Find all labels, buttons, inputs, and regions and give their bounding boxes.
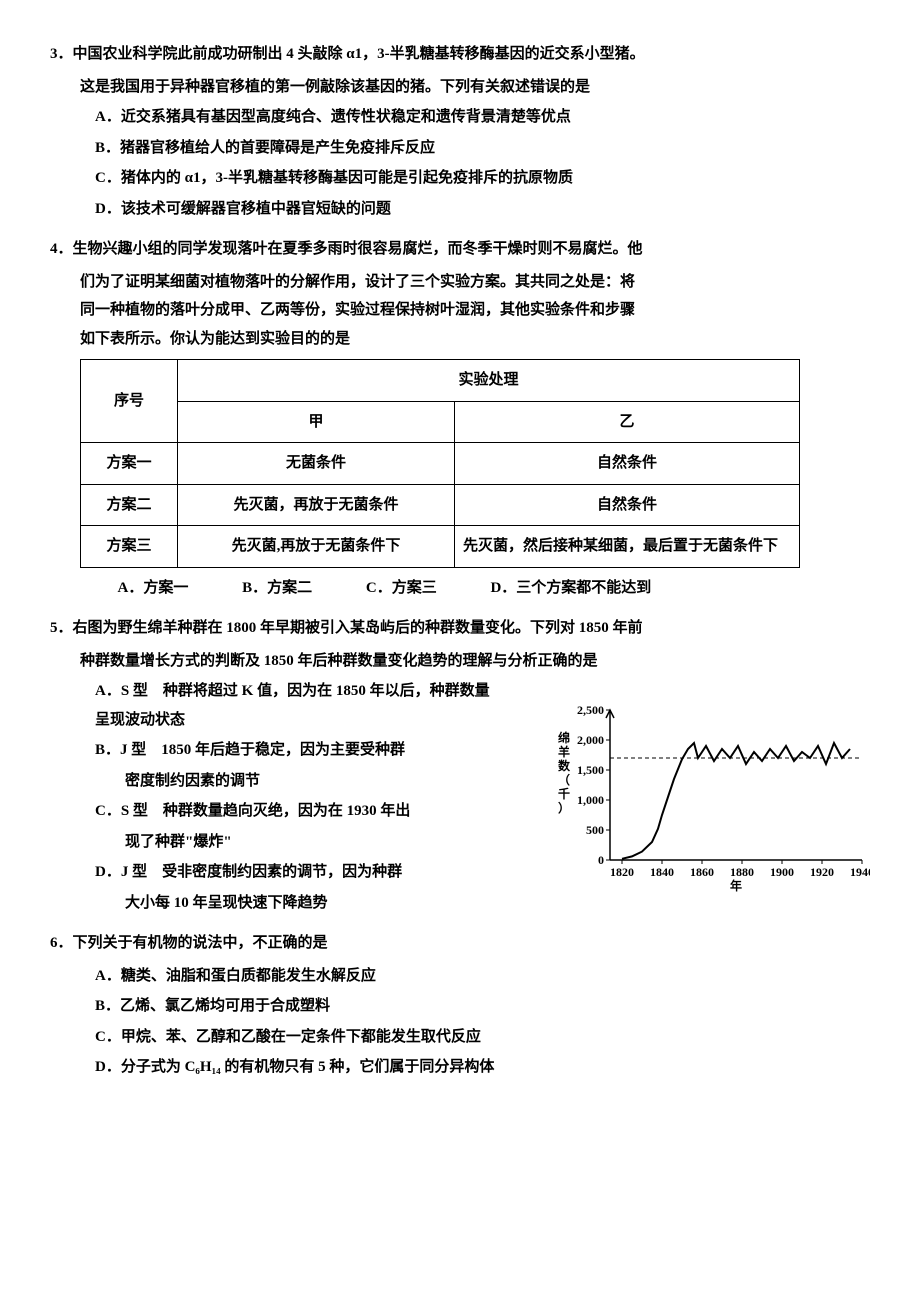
q5-option-d-line1: D．J 型 受非密度制约因素的调节，因为种群: [50, 858, 490, 887]
svg-text:绵: 绵: [558, 730, 570, 745]
r2-yi: 自然条件: [455, 484, 800, 526]
svg-text:年: 年: [730, 878, 742, 892]
q5-options-block: A．S 型 种群将超过 K 值，因为在 1850 年以后，种群数量呈现波动状态 …: [50, 677, 490, 917]
svg-text:1820: 1820: [610, 865, 634, 879]
svg-text:1840: 1840: [650, 865, 674, 879]
q5-stem-text: 右图为野生绵羊种群在 1800 年早期被引入某岛屿后的种群数量变化。下列对 18…: [73, 620, 643, 636]
th-treatment: 实验处理: [178, 360, 800, 402]
svg-text:0: 0: [598, 853, 604, 867]
table-row-1: 方案一 无菌条件 自然条件: [81, 443, 800, 485]
q5-stem: 5．右图为野生绵羊种群在 1800 年早期被引入某岛屿后的种群数量变化。下列对 …: [50, 614, 870, 643]
th-seq: 序号: [81, 360, 178, 443]
question-4: 4．生物兴趣小组的同学发现落叶在夏季多雨时很容易腐烂，而冬季干燥时则不易腐烂。他…: [50, 235, 870, 602]
q3-stem: 3．中国农业科学院此前成功研制出 4 头敲除 α1，3-半乳糖基转移酶基因的近交…: [50, 40, 870, 69]
q3-option-a: A．近交系猪具有基因型高度纯合、遗传性状稳定和遗传背景清楚等优点: [50, 103, 870, 132]
q4-option-b: B．方案二: [242, 574, 312, 603]
q4-option-c: C．方案三: [366, 574, 437, 603]
q3-body: 这是我国用于异种器官移植的第一例敲除该基因的猪。下列有关叙述错误的是: [50, 73, 870, 102]
q3-option-d: D．该技术可缓解器官移植中器官短缺的问题: [50, 195, 870, 224]
question-6: 6．下列关于有机物的说法中，不正确的是 A．糖类、油脂和蛋白质都能发生水解反应 …: [50, 929, 870, 1082]
svg-text:1860: 1860: [690, 865, 714, 879]
q5-number: 5．: [50, 620, 73, 636]
q4-stem: 4．生物兴趣小组的同学发现落叶在夏季多雨时很容易腐烂，而冬季干燥时则不易腐烂。他: [50, 235, 870, 264]
svg-text:2,000: 2,000: [577, 733, 604, 747]
q6-option-a: A．糖类、油脂和蛋白质都能发生水解反应: [50, 962, 870, 991]
svg-text:1900: 1900: [770, 865, 794, 879]
table-header-row-1: 序号 实验处理: [81, 360, 800, 402]
table-row-3: 方案三 先灭菌,再放于无菌条件下 先灭菌，然后接种某细菌，最后置于无菌条件下: [81, 526, 800, 568]
q6-stem: 6．下列关于有机物的说法中，不正确的是: [50, 929, 870, 958]
q5-option-b-line2: 密度制约因素的调节: [50, 767, 490, 796]
r1-seq: 方案一: [81, 443, 178, 485]
r2-seq: 方案二: [81, 484, 178, 526]
r3-yi: 先灭菌，然后接种某细菌，最后置于无菌条件下: [455, 526, 800, 568]
svg-text:1,000: 1,000: [577, 793, 604, 807]
svg-text:）: ）: [558, 800, 570, 815]
q4-number: 4．: [50, 241, 73, 257]
svg-text:1940: 1940: [850, 865, 870, 879]
svg-text:1920: 1920: [810, 865, 834, 879]
chart-svg: 0 500 1,000 1,500 2,000 2,500 1820 1840 1860 1880…: [550, 702, 870, 892]
svg-text:（: （: [558, 772, 570, 787]
q6-option-c: C．甲烷、苯、乙醇和乙酸在一定条件下都能发生取代反应: [50, 1023, 870, 1052]
q4-options: A．方案一 B．方案二 C．方案三 D．三个方案都不能达到: [50, 574, 870, 603]
th-yi: 乙: [455, 401, 800, 443]
q6-option-b: B．乙烯、氯乙烯均可用于合成塑料: [50, 992, 870, 1021]
svg-text:2,500: 2,500: [577, 703, 604, 717]
q5-option-a: A．S 型 种群将超过 K 值，因为在 1850 年以后，种群数量呈现波动状态: [50, 677, 490, 734]
q4-body1: 们为了证明某细菌对植物落叶的分解作用，设计了三个实验方案。其共同之处是：将: [50, 268, 870, 297]
svg-text:数: 数: [558, 758, 571, 773]
svg-text:1,500: 1,500: [577, 763, 604, 777]
q4-option-a: A．方案一: [118, 574, 189, 603]
population-chart: 0 500 1,000 1,500 2,000 2,500 1820 1840 1860 1880…: [550, 702, 870, 892]
q6-stem-text: 下列关于有机物的说法中，不正确的是: [73, 935, 328, 951]
r3-seq: 方案三: [81, 526, 178, 568]
q4-body3: 如下表所示。你认为能达到实验目的的是: [50, 325, 870, 354]
question-5: 5．右图为野生绵羊种群在 1800 年早期被引入某岛屿后的种群数量变化。下列对 …: [50, 614, 870, 917]
svg-text:1880: 1880: [730, 865, 754, 879]
q5-option-b-line1: B．J 型 1850 年后趋于稳定，因为主要受种群: [50, 736, 490, 765]
r3-jia: 先灭菌,再放于无菌条件下: [178, 526, 455, 568]
svg-text:羊: 羊: [558, 744, 570, 759]
q5-option-c-line2: 现了种群"爆炸": [50, 828, 490, 857]
q4-body2: 同一种植物的落叶分成甲、乙两等份，实验过程保持树叶湿润，其他实验条件和步骤: [50, 296, 870, 325]
q3-stem-text: 中国农业科学院此前成功研制出 4 头敲除 α1，3-半乳糖基转移酶基因的近交系小…: [73, 46, 645, 62]
q3-option-c: C．猪体内的 α1，3-半乳糖基转移酶基因可能是引起免疫排斥的抗原物质: [50, 164, 870, 193]
table-row-2: 方案二 先灭菌，再放于无菌条件 自然条件: [81, 484, 800, 526]
q3-option-b: B．猪器官移植给人的首要障碍是产生免疫排斥反应: [50, 134, 870, 163]
q3-number: 3．: [50, 46, 73, 62]
q4-option-d: D．三个方案都不能达到: [490, 574, 651, 603]
q4-stem-text: 生物兴趣小组的同学发现落叶在夏季多雨时很容易腐烂，而冬季干燥时则不易腐烂。他: [73, 241, 643, 257]
question-3: 3．中国农业科学院此前成功研制出 4 头敲除 α1，3-半乳糖基转移酶基因的近交…: [50, 40, 870, 223]
r1-jia: 无菌条件: [178, 443, 455, 485]
q5-option-d-line2: 大小每 10 年呈现快速下降趋势: [50, 889, 490, 918]
svg-text:千: 千: [558, 786, 570, 801]
r2-jia: 先灭菌，再放于无菌条件: [178, 484, 455, 526]
q6-number: 6．: [50, 935, 73, 951]
svg-text:500: 500: [586, 823, 604, 837]
table-header-row-2: 甲 乙: [81, 401, 800, 443]
q6-option-d: D．分子式为 C₆H₁₄ 的有机物只有 5 种，它们属于同分异构体: [50, 1053, 870, 1082]
q5-option-c-line1: C．S 型 种群数量趋向灭绝，因为在 1930 年出: [50, 797, 490, 826]
r1-yi: 自然条件: [455, 443, 800, 485]
q5-body: 种群数量增长方式的判断及 1850 年后种群数量变化趋势的理解与分析正确的是: [50, 647, 870, 676]
th-jia: 甲: [178, 401, 455, 443]
experiment-table: 序号 实验处理 甲 乙 方案一 无菌条件 自然条件 方案二 先灭菌，再放于无菌条…: [80, 359, 800, 568]
